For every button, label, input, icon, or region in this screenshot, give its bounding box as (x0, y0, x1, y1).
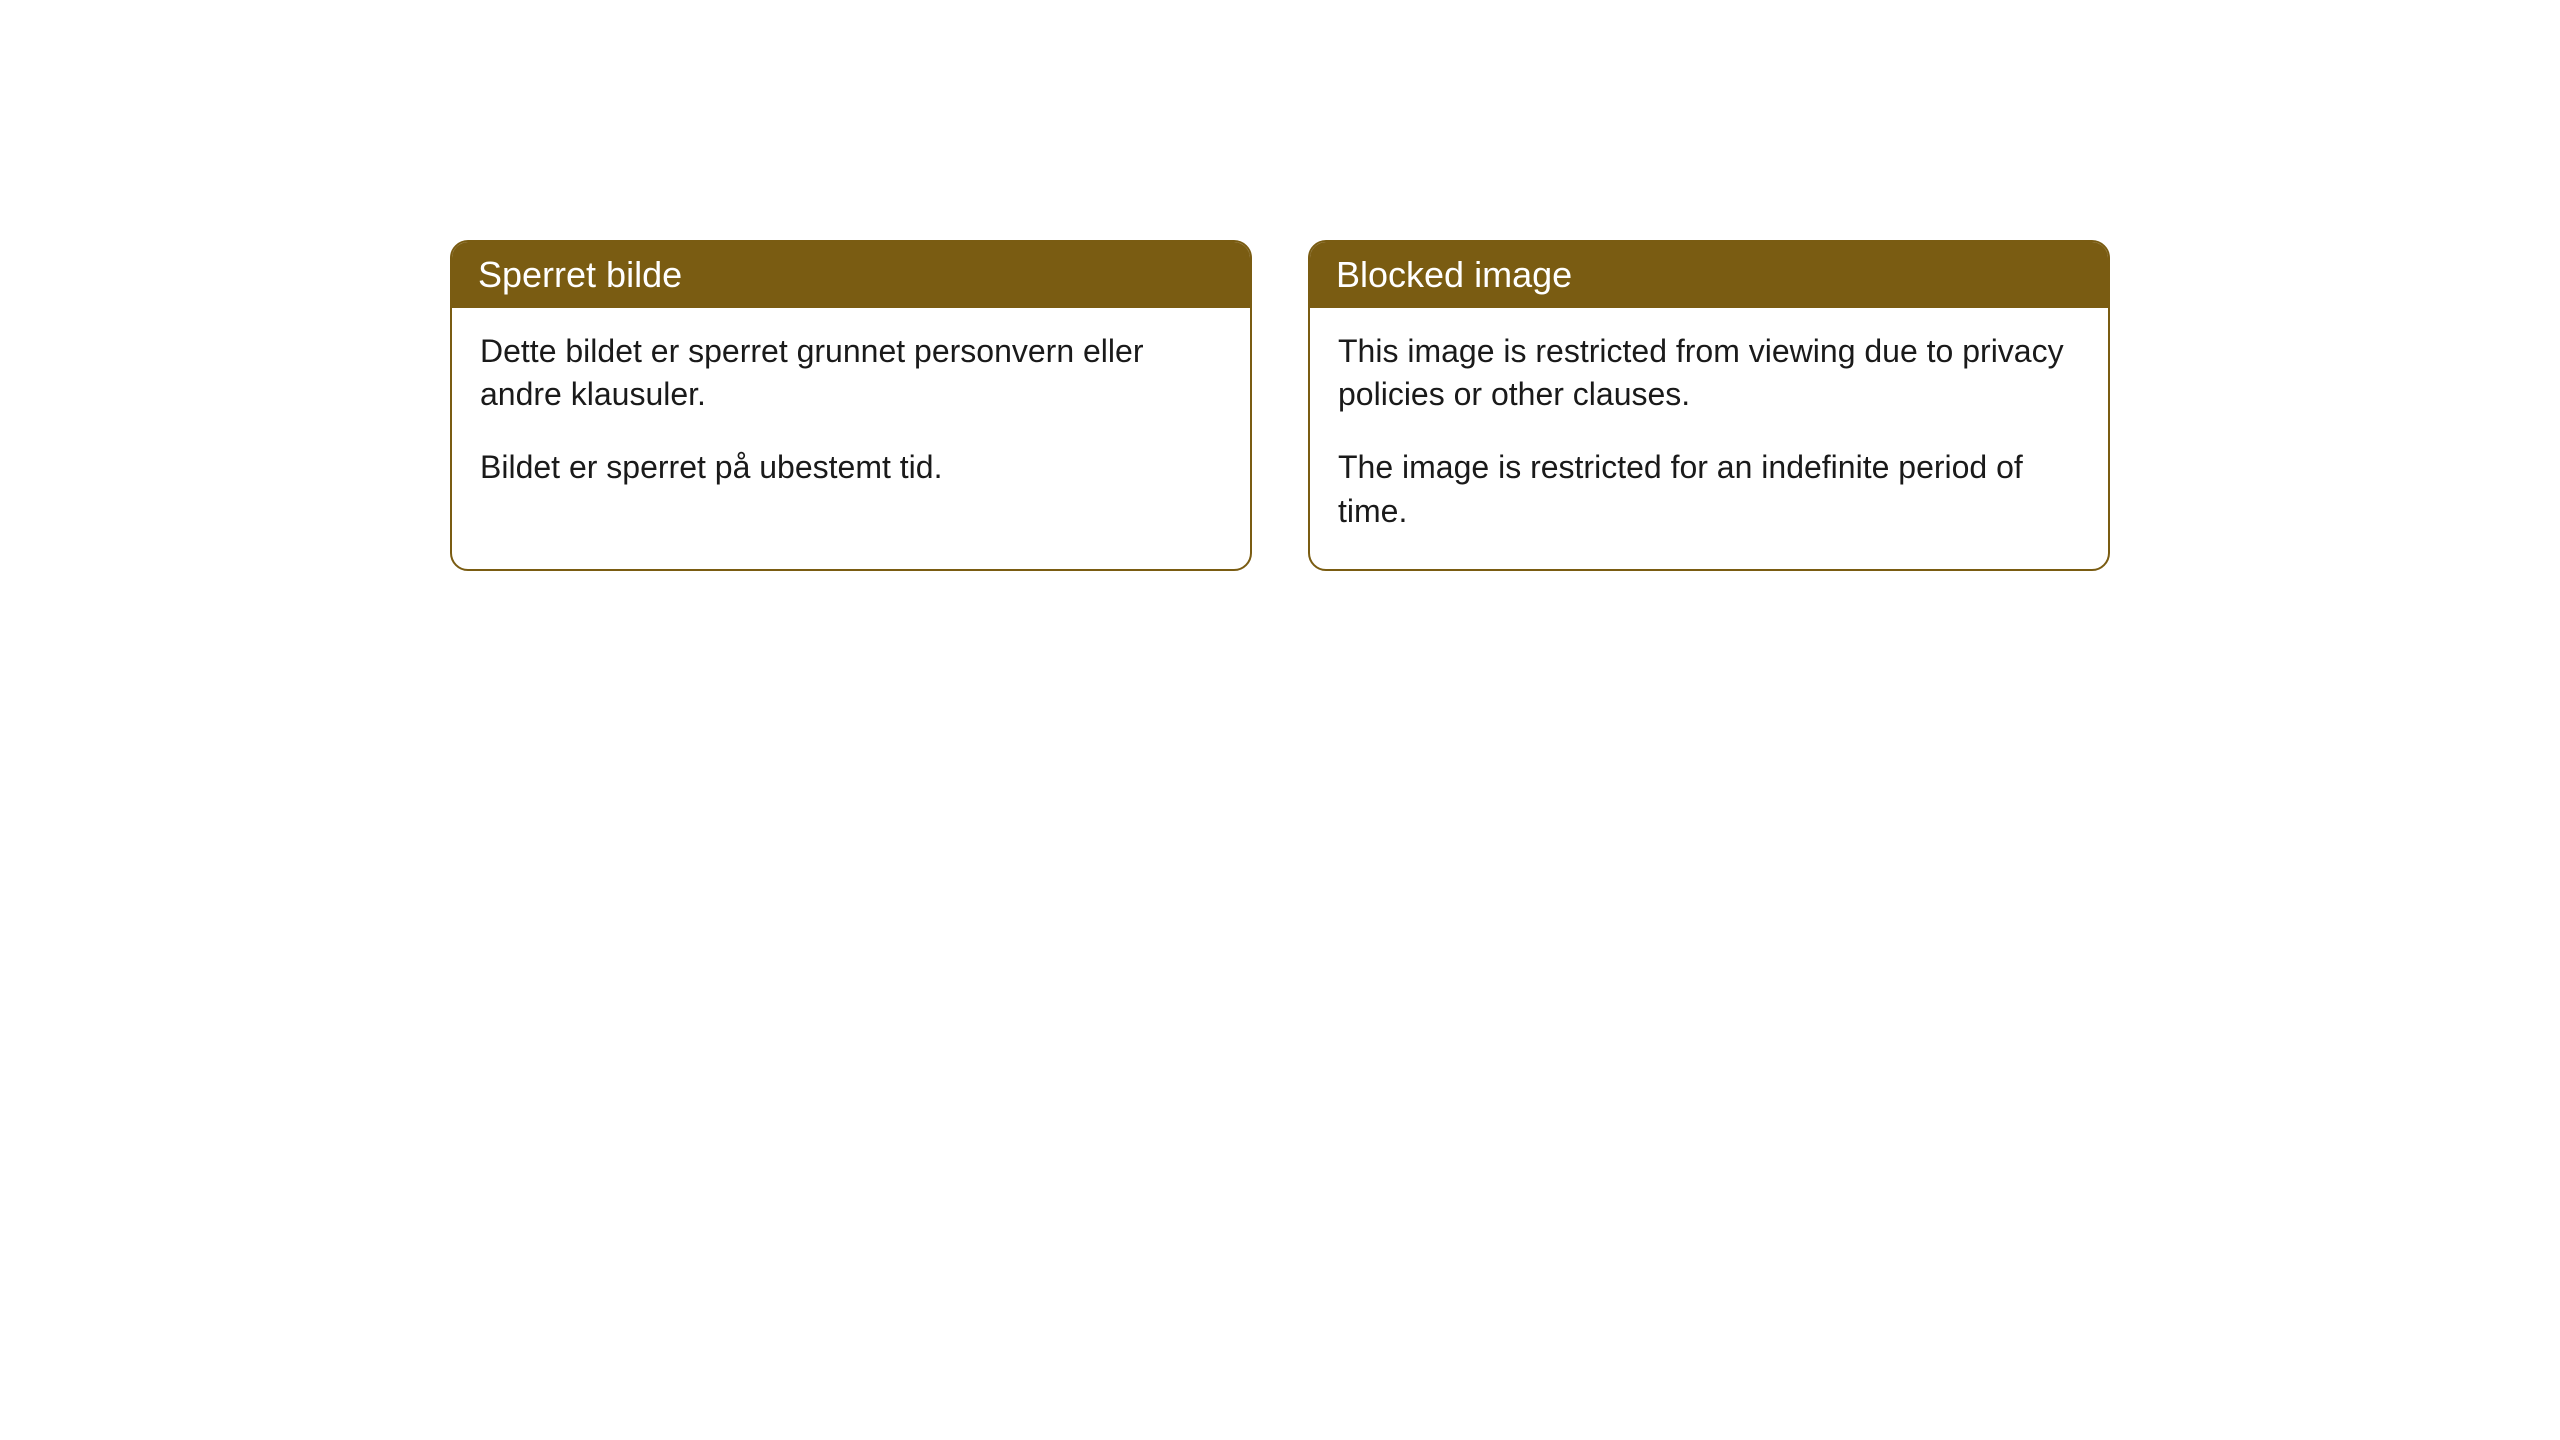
card-paragraph: This image is restricted from viewing du… (1338, 330, 2080, 416)
card-paragraph: Bildet er sperret på ubestemt tid. (480, 446, 1222, 489)
card-paragraph: Dette bildet er sperret grunnet personve… (480, 330, 1222, 416)
card-paragraph: The image is restricted for an indefinit… (1338, 446, 2080, 532)
notice-cards-container: Sperret bilde Dette bildet er sperret gr… (450, 240, 2110, 571)
notice-card-norwegian: Sperret bilde Dette bildet er sperret gr… (450, 240, 1252, 571)
card-body-norwegian: Dette bildet er sperret grunnet personve… (452, 308, 1250, 526)
card-body-english: This image is restricted from viewing du… (1310, 308, 2108, 569)
card-header-english: Blocked image (1310, 242, 2108, 308)
card-title: Sperret bilde (478, 254, 682, 295)
card-title: Blocked image (1336, 254, 1572, 295)
card-header-norwegian: Sperret bilde (452, 242, 1250, 308)
notice-card-english: Blocked image This image is restricted f… (1308, 240, 2110, 571)
